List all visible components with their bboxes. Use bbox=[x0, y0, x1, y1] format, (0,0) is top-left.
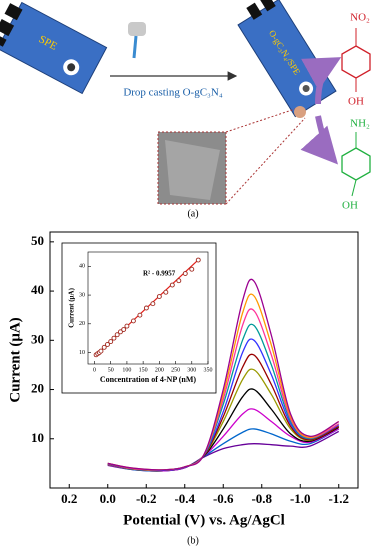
point bbox=[182, 271, 188, 276]
x-tick-label: 100 bbox=[122, 367, 131, 373]
y-tick-label: 20 bbox=[79, 321, 85, 327]
x-tick-label: 250 bbox=[171, 367, 180, 373]
reactant-top: NO₂ bbox=[350, 12, 370, 24]
x-tick-label: 50 bbox=[108, 367, 114, 373]
x-tick-label: -0.4 bbox=[174, 491, 195, 506]
pipette bbox=[128, 22, 146, 59]
x-tick-label: 150 bbox=[139, 367, 148, 373]
point bbox=[143, 305, 149, 311]
point bbox=[163, 289, 169, 295]
y-tick-label: 30 bbox=[79, 292, 85, 298]
product-bottom: OH bbox=[342, 200, 358, 212]
reactant-bottom: OH bbox=[348, 96, 364, 108]
x-tick-label: 350 bbox=[204, 367, 213, 373]
point bbox=[114, 332, 120, 338]
caption-b: (b) bbox=[187, 535, 199, 546]
main-plot: 10 20 30 40 50 0.2 0.0 -0.2 -0.4 -0.6 -0.8 -1.0 -1.2 bbox=[31, 233, 349, 506]
point bbox=[156, 294, 162, 299]
point bbox=[169, 282, 175, 288]
curve bbox=[107, 278, 340, 471]
y-tick-label: 30 bbox=[31, 331, 44, 346]
point bbox=[121, 327, 127, 332]
point bbox=[111, 335, 117, 341]
y-tick-label: 10 bbox=[31, 430, 44, 445]
y-tick-label: 40 bbox=[31, 282, 44, 297]
inset-frame bbox=[87, 251, 209, 365]
annotation: R² - 0.9957 bbox=[143, 270, 176, 278]
x-tick-label: -0.8 bbox=[251, 491, 272, 506]
point bbox=[108, 339, 114, 345]
x-tick-label: 0.2 bbox=[61, 491, 77, 506]
inset-y-label: Current (μA) bbox=[68, 287, 76, 327]
y-tick-label: 20 bbox=[31, 381, 44, 396]
x-tick-label: 200 bbox=[155, 367, 164, 373]
x-tick-label: -1.0 bbox=[290, 491, 311, 506]
plot-frame bbox=[49, 231, 359, 489]
x-axis-label: Potential (V) vs. Ag/AgCl bbox=[123, 512, 285, 528]
point bbox=[195, 257, 201, 263]
y-axis-label: Current (μA) bbox=[7, 317, 23, 402]
product-top: NH₂ bbox=[350, 118, 370, 130]
step-label: Drop casting O-gC₃N₄ bbox=[123, 87, 222, 99]
point bbox=[98, 348, 104, 354]
x-tick-label: -0.6 bbox=[213, 491, 234, 506]
caption-a: (a) bbox=[187, 208, 198, 219]
x-tick-label: -0.2 bbox=[136, 491, 157, 506]
x-tick-label: 0.0 bbox=[100, 491, 116, 506]
inset: 10 20 30 40 0 50 100 150 200 250 300 350 Concentrati… bbox=[61, 242, 217, 394]
y-tick-label: 40 bbox=[79, 264, 85, 270]
y-tick-label: 50 bbox=[31, 233, 44, 248]
x-tick-label: 0 bbox=[93, 367, 96, 373]
y-tick-label: 10 bbox=[79, 350, 85, 356]
point bbox=[124, 323, 130, 329]
point bbox=[150, 301, 156, 307]
inset-x-label: Concentration of 4-NP (nM) bbox=[100, 375, 197, 384]
point bbox=[105, 342, 110, 347]
point bbox=[137, 312, 143, 318]
point bbox=[189, 266, 195, 272]
x-tick-label: 300 bbox=[187, 367, 196, 373]
x-tick-label: -1.2 bbox=[328, 491, 349, 506]
point bbox=[117, 329, 123, 335]
point bbox=[101, 344, 107, 350]
point bbox=[176, 278, 182, 284]
electrode: SPE bbox=[0, 1, 108, 95]
scheme: SPE Drop casting O-gC₃N₄ O-gC₃N₄/SPE NO₂… bbox=[0, 0, 371, 219]
point bbox=[130, 318, 136, 324]
